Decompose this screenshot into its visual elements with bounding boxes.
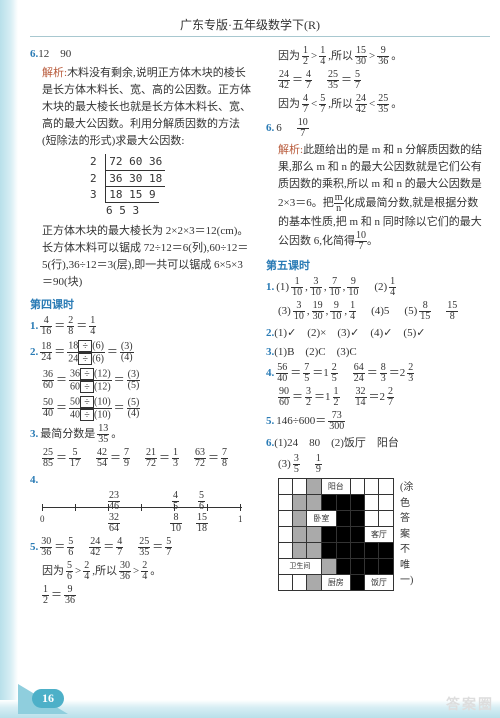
- bottom-bar: [0, 700, 500, 718]
- q6-analysis: 木料没有剩余,说明正方体木块的棱长是长方体木料长、宽、高的公因数。正方体木块的最…: [42, 67, 251, 147]
- left-column: 6.12 90 解析:木料没有剩余,说明正方体木块的棱长是长方体木料长、宽、高的…: [30, 46, 252, 696]
- s4q2-num: 2.: [30, 344, 38, 361]
- r-q6-num: 6.: [266, 120, 274, 137]
- s4q5-num: 5.: [30, 539, 38, 556]
- s5q5: 5.: [266, 413, 274, 430]
- q6-num: 6.: [30, 48, 38, 60]
- header-line: [30, 36, 490, 37]
- s4q1-num: 1.: [30, 318, 38, 335]
- right-column: 因为12>14,所以1530>936。 2442＝47 2535＝57 因为47…: [266, 46, 488, 696]
- watermark: 答案圈: [446, 694, 494, 714]
- s5q2: 2.: [266, 327, 274, 339]
- s4q3-num: 3.: [30, 426, 38, 443]
- number-line: 2346 45 56 0 3264 810 1518 1: [42, 493, 242, 533]
- content: 6.12 90 解析:木料没有剩余,说明正方体木块的棱长是长方体木料长、宽、高的…: [30, 46, 488, 696]
- s5q4: 4.: [266, 365, 274, 382]
- page-number: 16: [32, 689, 64, 708]
- analysis-label: 解析:: [42, 67, 67, 79]
- floor-plan-grid: (涂色答案不唯一) 阳台 卧室 客厅 卫生间 厨房饭厅: [266, 478, 394, 590]
- s4q4-num: 4.: [30, 474, 38, 486]
- s4q3-reductions: 2585＝517 4254＝79 2172＝13 6372＝78: [30, 448, 252, 469]
- side-bar: [0, 0, 18, 718]
- analysis-label: 解析:: [278, 144, 303, 156]
- s5q1: 1.: [266, 279, 274, 296]
- s5q3: 3.: [266, 346, 274, 358]
- s5q6: 6.: [266, 437, 274, 449]
- page-header: 广东专版·五年级数学下(R): [0, 16, 500, 33]
- q6-post: 正方体木块的最大棱长为 2×2×3＝12(cm)。长方体木料可以锯成 72÷12…: [30, 223, 252, 291]
- section5: 第五课时: [266, 258, 488, 275]
- short-division: 2 72 60 36 2 36 30 18 3 18 15 9 6 5 3: [90, 154, 252, 219]
- section4: 第四课时: [30, 297, 252, 314]
- q6-ans: 12 90: [38, 48, 71, 60]
